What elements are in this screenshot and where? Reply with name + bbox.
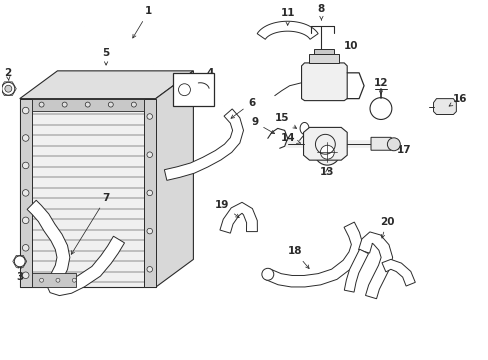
Polygon shape [155, 71, 193, 287]
Polygon shape [32, 99, 143, 111]
Text: 5: 5 [102, 48, 109, 65]
Text: 8: 8 [317, 4, 325, 20]
Text: 17: 17 [396, 145, 410, 155]
Polygon shape [301, 63, 346, 100]
Text: 4: 4 [198, 68, 214, 79]
Circle shape [147, 228, 152, 234]
Text: 13: 13 [320, 167, 334, 177]
Polygon shape [164, 109, 243, 180]
Text: 14: 14 [280, 133, 300, 143]
Circle shape [85, 102, 90, 107]
Text: 11: 11 [280, 8, 294, 25]
Circle shape [147, 266, 152, 272]
Circle shape [147, 190, 152, 196]
Polygon shape [143, 99, 155, 287]
Text: 9: 9 [251, 117, 274, 134]
Circle shape [108, 102, 113, 107]
Circle shape [39, 102, 44, 107]
Circle shape [22, 217, 29, 224]
Text: 16: 16 [448, 94, 467, 106]
Text: 3: 3 [16, 265, 23, 282]
Text: 19: 19 [215, 200, 239, 217]
Polygon shape [257, 21, 318, 39]
Polygon shape [265, 222, 362, 287]
Circle shape [147, 152, 152, 157]
Text: 10: 10 [329, 41, 358, 61]
Circle shape [262, 268, 273, 280]
Circle shape [178, 84, 190, 96]
Polygon shape [433, 99, 455, 114]
Polygon shape [344, 249, 368, 292]
Circle shape [320, 145, 334, 159]
Text: 20: 20 [379, 217, 393, 238]
Polygon shape [20, 99, 155, 287]
Circle shape [22, 107, 29, 114]
Polygon shape [358, 232, 392, 299]
Polygon shape [27, 200, 124, 296]
Polygon shape [381, 260, 414, 286]
Circle shape [14, 256, 25, 267]
Polygon shape [314, 49, 334, 54]
Polygon shape [20, 71, 193, 99]
Text: 2: 2 [4, 68, 11, 81]
Text: 15: 15 [274, 113, 296, 129]
Circle shape [22, 244, 29, 251]
Text: 1: 1 [132, 6, 152, 38]
Polygon shape [32, 273, 76, 287]
Text: 7: 7 [71, 193, 109, 254]
Text: 12: 12 [373, 78, 387, 94]
Circle shape [40, 278, 43, 282]
Circle shape [22, 190, 29, 196]
Circle shape [56, 278, 60, 282]
Circle shape [314, 139, 340, 165]
Polygon shape [303, 127, 346, 160]
Polygon shape [309, 54, 339, 63]
Circle shape [147, 114, 152, 119]
Circle shape [22, 135, 29, 141]
Circle shape [131, 102, 136, 107]
Text: 18: 18 [287, 247, 308, 269]
Polygon shape [20, 99, 32, 287]
Circle shape [62, 102, 67, 107]
Text: 6: 6 [230, 98, 255, 118]
Circle shape [22, 272, 29, 279]
Polygon shape [220, 202, 257, 233]
Circle shape [72, 278, 76, 282]
Circle shape [2, 82, 15, 95]
Circle shape [386, 138, 400, 151]
Polygon shape [370, 137, 393, 150]
Circle shape [22, 162, 29, 169]
FancyBboxPatch shape [172, 73, 214, 105]
Circle shape [5, 85, 12, 92]
